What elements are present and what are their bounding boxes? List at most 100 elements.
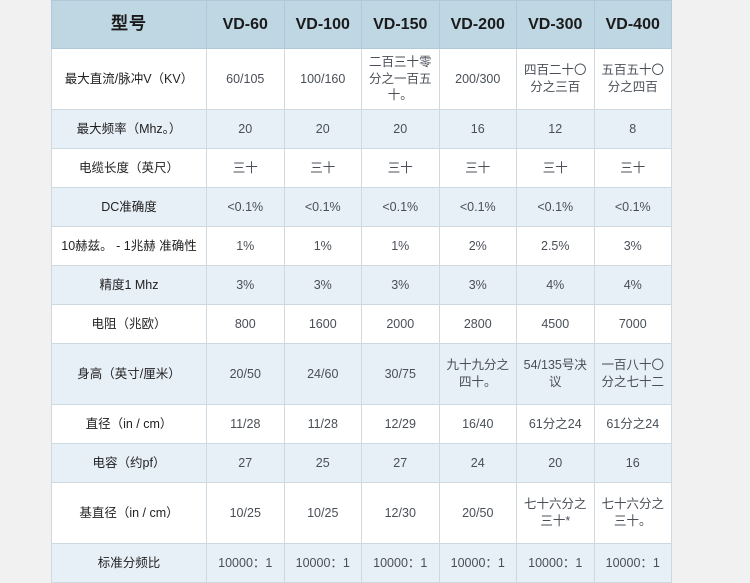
table-cell: 200/300: [438, 48, 517, 110]
table-cell: 12/29: [361, 404, 440, 444]
table-cell: 54/135号决议: [516, 343, 595, 405]
table-cell: 2.5%: [516, 226, 595, 266]
table-cell: 20: [283, 109, 362, 149]
table-cell: 3%: [593, 226, 672, 266]
table-cell: 10000：1: [593, 543, 672, 583]
table-cell: 三十: [516, 148, 595, 188]
table-cell: <0.1%: [206, 187, 285, 227]
table-cell: 四百二十〇分之三百: [516, 48, 595, 110]
table-cell: 三十: [593, 148, 672, 188]
table-cell: 1%: [283, 226, 362, 266]
table-cell: 61分之24: [516, 404, 595, 444]
table-cell: 10000：1: [206, 543, 285, 583]
table-cell: <0.1%: [438, 187, 517, 227]
table-cell: 60/105: [206, 48, 285, 110]
table-cell: 三十: [283, 148, 362, 188]
table-row: 电容（约pf） 27 25 27 24 20 16: [51, 443, 672, 483]
table-cell: 10/25: [283, 482, 362, 544]
row-label: 电缆长度（英尺）: [51, 148, 207, 188]
table-cell: 20: [516, 443, 595, 483]
table-cell: 2800: [438, 304, 517, 344]
row-label: 身高（英寸/厘米）: [51, 343, 207, 405]
table-cell: 12/30: [361, 482, 440, 544]
table-cell: 1600: [283, 304, 362, 344]
row-label: 最大频率（Mhz。）: [51, 109, 207, 149]
table-cell: 800: [206, 304, 285, 344]
table-cell: 10000：1: [438, 543, 517, 583]
table-cell: 20: [361, 109, 440, 149]
table-cell: <0.1%: [361, 187, 440, 227]
row-label: 10赫兹。 - 1兆赫 准确性: [51, 226, 207, 266]
row-label: 电阻（兆欧）: [51, 304, 207, 344]
row-label: 基直径（in / cm）: [51, 482, 207, 544]
table-cell: <0.1%: [283, 187, 362, 227]
table-cell: 61分之24: [593, 404, 672, 444]
row-label: 电容（约pf）: [51, 443, 207, 483]
table-row: 电阻（兆欧） 800 1600 2000 2800 4500 7000: [51, 304, 672, 344]
table-cell: <0.1%: [593, 187, 672, 227]
table-cell: 27: [206, 443, 285, 483]
table-cell: 16: [438, 109, 517, 149]
table-cell: 五百五十〇分之四百: [593, 48, 672, 110]
table-cell: 10000：1: [283, 543, 362, 583]
table-cell: 10/25: [206, 482, 285, 544]
row-label: 直径（in / cm）: [51, 404, 207, 444]
table-cell: 24: [438, 443, 517, 483]
table-cell: 1%: [361, 226, 440, 266]
table-cell: 11/28: [206, 404, 285, 444]
table-cell: 3%: [283, 265, 362, 305]
table-cell: 24/60: [283, 343, 362, 405]
table-cell: 10000：1: [516, 543, 595, 583]
column-header-vd-300: VD-300: [516, 0, 595, 49]
table-cell: 3%: [438, 265, 517, 305]
table-cell: 3%: [361, 265, 440, 305]
table-header-row: 型号 VD-60 VD-100 VD-150 VD-200 VD-300 VD-…: [51, 0, 672, 49]
column-header-vd-100: VD-100: [283, 0, 362, 49]
table-cell: 27: [361, 443, 440, 483]
row-label: 最大直流/脉冲V（KV）: [51, 48, 207, 110]
specification-table-container: 型号 VD-60 VD-100 VD-150 VD-200 VD-300 VD-…: [51, 0, 672, 583]
table-cell: 16/40: [438, 404, 517, 444]
table-cell: 11/28: [283, 404, 362, 444]
column-header-vd-200: VD-200: [438, 0, 517, 49]
table-row: 最大直流/脉冲V（KV） 60/105 100/160 二百三十零分之一百五十。 200…: [51, 48, 672, 110]
table-body: 最大直流/脉冲V（KV） 60/105 100/160 二百三十零分之一百五十。 200…: [51, 48, 672, 583]
table-cell: 九十九分之四十。: [438, 343, 517, 405]
table-cell: 20/50: [438, 482, 517, 544]
table-cell: 100/160: [283, 48, 362, 110]
table-cell: <0.1%: [516, 187, 595, 227]
table-cell: 1%: [206, 226, 285, 266]
table-cell: 12: [516, 109, 595, 149]
table-row: 最大频率（Mhz。） 20 20 20 16 12 8: [51, 109, 672, 149]
table-cell: 4%: [516, 265, 595, 305]
row-label: DC准确度: [51, 187, 207, 227]
row-label: 精度1 Mhz: [51, 265, 207, 305]
table-cell: 8: [593, 109, 672, 149]
table-cell: 一百八十〇分之七十二: [593, 343, 672, 405]
table-cell: 二百三十零分之一百五十。: [361, 48, 440, 110]
table-row: 直径（in / cm） 11/28 11/28 12/29 16/40 61分之24 61分…: [51, 404, 672, 444]
specification-table: 型号 VD-60 VD-100 VD-150 VD-200 VD-300 VD-…: [51, 0, 672, 583]
table-cell: 7000: [593, 304, 672, 344]
table-cell: 4500: [516, 304, 595, 344]
table-cell: 三十: [361, 148, 440, 188]
table-cell: 25: [283, 443, 362, 483]
table-row: DC准确度 <0.1% <0.1% <0.1% <0.1% <0.1% <0.1%: [51, 187, 672, 227]
column-header-model: 型号: [51, 0, 207, 49]
row-label: 标准分频比: [51, 543, 207, 583]
table-cell: 三十: [206, 148, 285, 188]
column-header-vd-150: VD-150: [361, 0, 440, 49]
table-row: 身高（英寸/厘米） 20/50 24/60 30/75 九十九分之四十。 54/135号决…: [51, 343, 672, 405]
column-header-vd-60: VD-60: [206, 0, 285, 49]
table-cell: 4%: [593, 265, 672, 305]
table-row: 标准分频比 10000：1 10000：1 10000：1 10000：1 10000：1…: [51, 543, 672, 583]
table-cell: 三十: [438, 148, 517, 188]
table-cell: 2%: [438, 226, 517, 266]
table-row: 基直径（in / cm） 10/25 10/25 12/30 20/50 七十六分之三十*…: [51, 482, 672, 544]
table-cell: 2000: [361, 304, 440, 344]
table-row: 精度1 Mhz 3% 3% 3% 3% 4% 4%: [51, 265, 672, 305]
table-cell: 10000：1: [361, 543, 440, 583]
table-cell: 30/75: [361, 343, 440, 405]
table-cell: 七十六分之三十。: [593, 482, 672, 544]
table-cell: 3%: [206, 265, 285, 305]
